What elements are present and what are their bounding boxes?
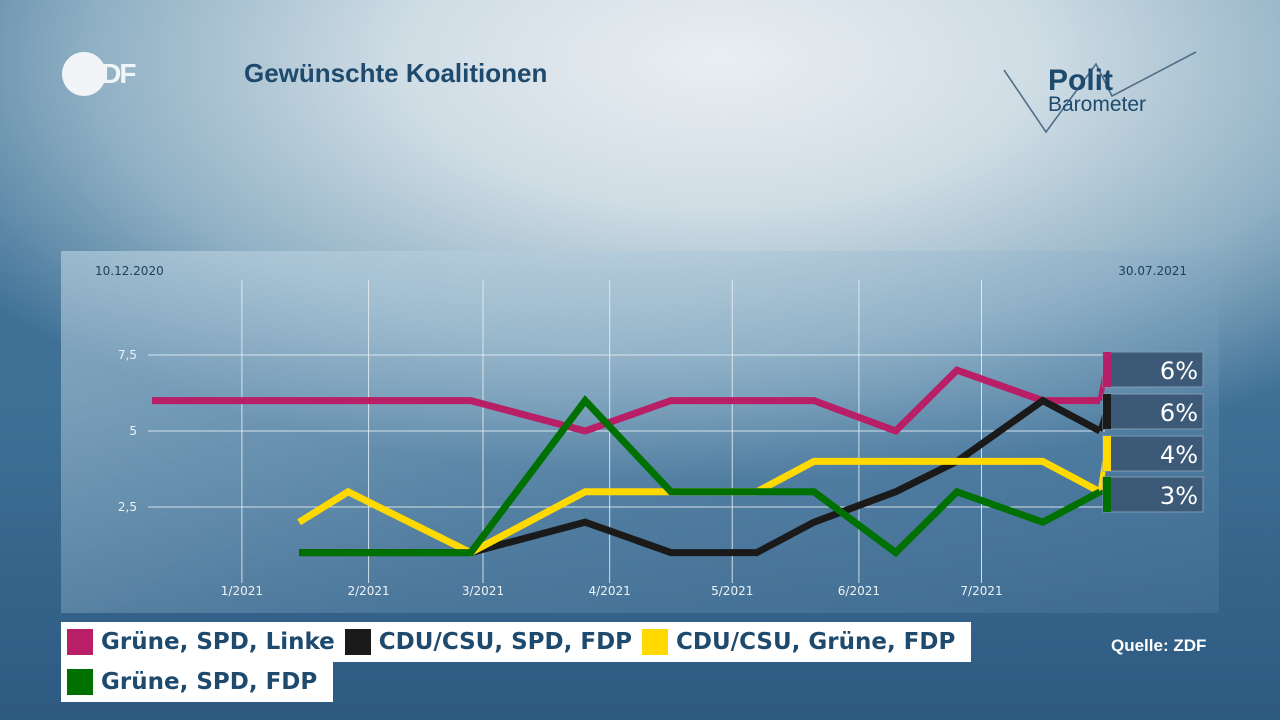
legend-label: CDU/CSU, Grüne, FDP [676,629,956,655]
legend-item: CDU/CSU, SPD, FDP [344,629,633,655]
series-line-3 [299,395,1102,558]
end-value-box [1102,393,1204,430]
legend-row: Grüne, SPD, Linke CDU/CSU, SPD, FDP CDU/CS… [61,622,972,662]
end-date-label: 30.07.2021 [1118,264,1187,278]
series-line-0 [152,366,1100,436]
politbarometer-logo: Polit Barometer [1003,51,1197,134]
end-value-swatch [1103,477,1111,512]
source-label: Quelle: ZDF [1111,636,1207,655]
barometer-text: Barometer [1048,93,1146,116]
zdf-logo-text: ZDF [86,58,136,89]
legend-swatch [642,629,669,655]
end-value-swatch [1103,352,1111,387]
end-value-box [1102,476,1204,513]
x-tick-label: 5/2021 [711,584,753,598]
start-date-label: 10.12.2020 [95,264,164,278]
legend-label: CDU/CSU, SPD, FDP [378,629,633,655]
x-tick-label: 1/2021 [221,584,263,598]
end-value-label: 6% [1160,399,1198,427]
x-tick-label: 6/2021 [838,584,880,598]
end-value-label: 4% [1160,441,1198,469]
legend-item: Grüne, SPD, FDP [67,669,317,695]
x-tick-label: 2/2021 [347,584,389,598]
page-title: Gewünschte Koalitionen [244,58,548,88]
legend-swatch [67,669,93,695]
legend-label: Grüne, SPD, FDP [101,669,318,695]
legend-row: Grüne, SPD, FDP [61,662,334,702]
polit-text: Polit [1048,64,1113,97]
y-tick-label: 2,5 [118,500,137,514]
x-tick-label: 4/2021 [589,584,631,598]
end-value-swatch [1103,436,1111,471]
y-tick-label: 7,5 [118,348,137,362]
legend-label: Grüne, SPD, Linke [101,629,335,655]
legend-item: CDU/CSU, Grüne, FDP [642,629,955,655]
zdf-logo [62,52,106,96]
end-value-label: 3% [1160,482,1198,510]
x-tick-label: 7/2021 [960,584,1002,598]
chart-panel [61,251,1219,613]
legend-item: Grüne, SPD, Linke [67,629,335,655]
legend: Grüne, SPD, Linke CDU/CSU, SPD, FDP CDU/CS… [61,622,972,702]
end-value-box [1102,435,1204,472]
legend-swatch [344,629,371,655]
end-value-swatch [1103,394,1111,429]
series-line-1 [299,396,1102,557]
y-tick-label: 5 [129,424,137,438]
end-value-label: 6% [1160,357,1198,385]
legend-swatch [67,629,93,655]
x-tick-label: 3/2021 [462,584,504,598]
